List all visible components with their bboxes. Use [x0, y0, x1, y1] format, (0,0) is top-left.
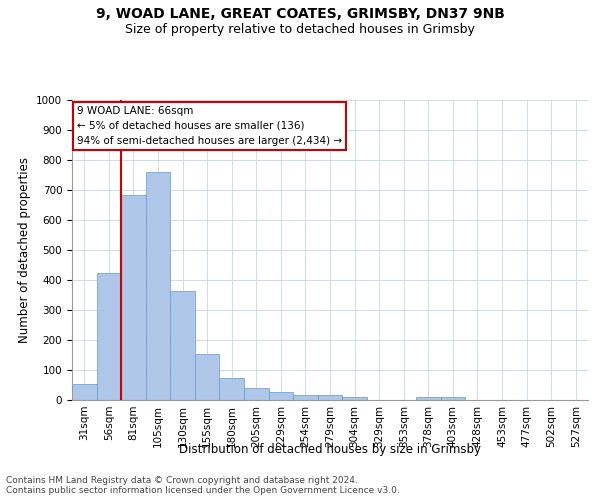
Bar — [342, 397, 367, 400]
Text: Distribution of detached houses by size in Grimsby: Distribution of detached houses by size … — [179, 442, 481, 456]
Bar — [416, 397, 440, 400]
Text: Contains HM Land Registry data © Crown copyright and database right 2024.
Contai: Contains HM Land Registry data © Crown c… — [6, 476, 400, 495]
Bar — [244, 388, 269, 400]
Bar — [293, 394, 318, 400]
Bar — [72, 384, 97, 400]
Text: 9, WOAD LANE, GREAT COATES, GRIMSBY, DN37 9NB: 9, WOAD LANE, GREAT COATES, GRIMSBY, DN3… — [95, 8, 505, 22]
Bar — [269, 392, 293, 400]
Bar — [170, 292, 195, 400]
Bar — [195, 354, 220, 400]
Bar — [121, 194, 146, 400]
Bar — [97, 274, 121, 400]
Bar — [220, 378, 244, 400]
Y-axis label: Number of detached properties: Number of detached properties — [17, 157, 31, 343]
Bar — [440, 397, 465, 400]
Text: 9 WOAD LANE: 66sqm
← 5% of detached houses are smaller (136)
94% of semi-detache: 9 WOAD LANE: 66sqm ← 5% of detached hous… — [77, 106, 342, 146]
Bar — [318, 394, 342, 400]
Bar — [146, 172, 170, 400]
Text: Size of property relative to detached houses in Grimsby: Size of property relative to detached ho… — [125, 22, 475, 36]
